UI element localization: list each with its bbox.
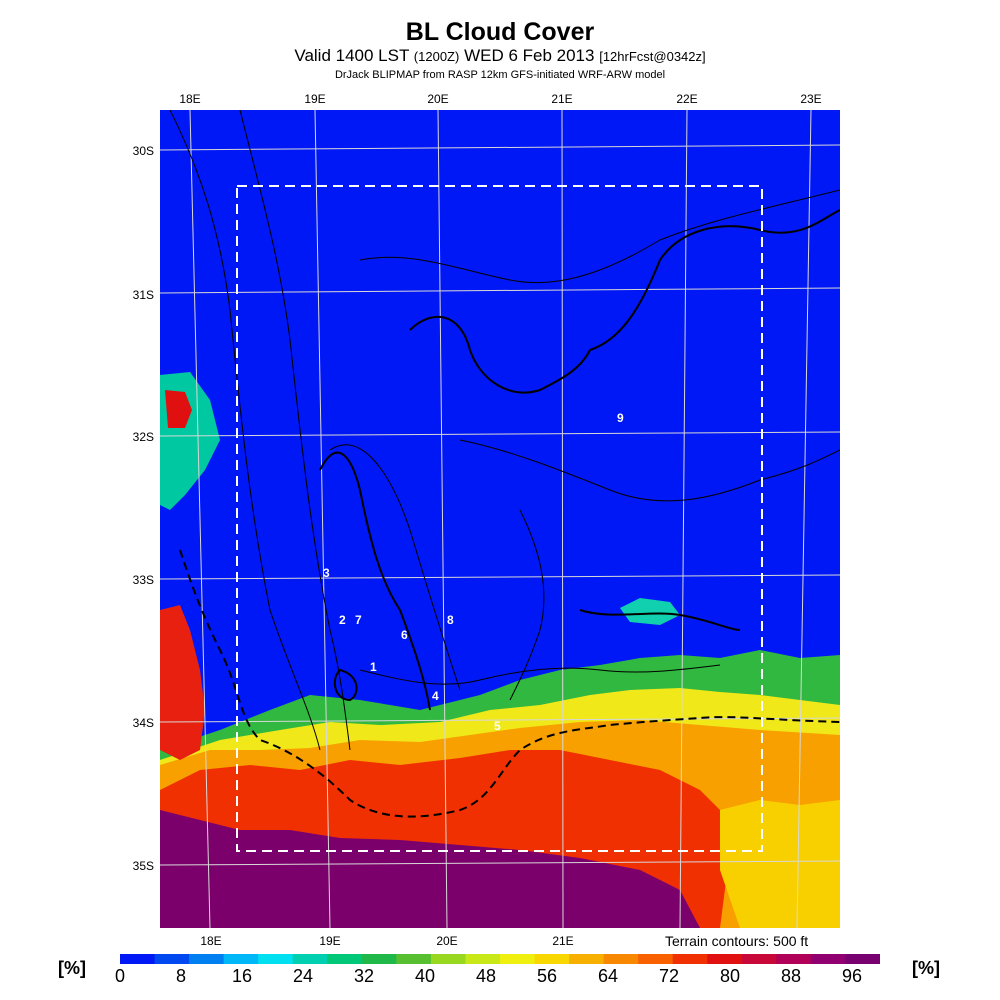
colorbar-segment [430, 954, 466, 964]
colorbar-segment [672, 954, 708, 964]
terrain-contours [169, 110, 840, 751]
cloud-cover-map [160, 110, 840, 928]
colorbar-segment [189, 954, 225, 964]
lon-label-bottom: 19E [319, 934, 341, 948]
lon-label-top: 23E [800, 92, 822, 106]
terrain-contours-note: Terrain contours: 500 ft [665, 933, 809, 949]
contour-label: 3 [323, 566, 330, 580]
lat-label-left: 34S [132, 716, 154, 730]
colorbar-segment [223, 954, 259, 964]
colorbar-segment [500, 954, 536, 964]
lat-label-left: 32S [132, 430, 154, 444]
valid-date: WED 6 Feb 2013 [464, 46, 595, 65]
map-title: BL Cloud Cover [405, 18, 595, 46]
colorbar-segment [810, 954, 846, 964]
colorbar-tick-label: 40 [414, 966, 436, 986]
lat-label-left: 31S [132, 288, 154, 302]
utc-time: (1200Z) [413, 49, 460, 64]
colorbar-unit-right: [%] [912, 958, 940, 978]
contour-label: 5 [494, 719, 501, 733]
cloud-west-coast [160, 605, 205, 760]
lon-label-top: 21E [551, 92, 573, 106]
lon-label-top: 20E [427, 92, 449, 106]
colorbar-tick-label: 88 [780, 966, 802, 986]
lat-label-left: 33S [132, 573, 154, 587]
contour-label: 1 [370, 660, 377, 674]
colorbar-tick-label: 48 [475, 966, 497, 986]
forecast-info: [12hrFcst@0342z] [599, 49, 706, 64]
model-credit: DrJack BLIPMAP from RASP 12km GFS-initia… [334, 69, 666, 81]
valid-time-line: Valid 1400 LST (1200Z) WED 6 Feb 2013 [1… [0, 46, 1000, 66]
colorbar-segment [776, 954, 812, 964]
colorbar-tick-label: 16 [231, 966, 253, 986]
lon-label-bottom: 20E [436, 934, 458, 948]
graticule [160, 110, 840, 928]
colorbar-tick-label: 56 [536, 966, 558, 986]
colorbar-tick-label: 96 [841, 966, 863, 986]
lon-label-top: 19E [304, 92, 326, 106]
colorbar-segment [120, 954, 156, 964]
cloud-band-purple [160, 810, 700, 928]
colorbar-segment [465, 954, 501, 964]
contour-label: 7 [355, 613, 362, 627]
forecast-domain-box [236, 185, 763, 852]
colorbar-tick-label: 0 [114, 966, 125, 986]
colorbar-segment [258, 954, 294, 964]
lon-label-bottom: 18E [200, 934, 222, 948]
colorbar-segment [603, 954, 639, 964]
colorbar-segment [292, 954, 328, 964]
colorbar-segment [154, 954, 190, 964]
colorbar-tick-label: 64 [597, 966, 619, 986]
colorbar-segment [845, 954, 880, 964]
lat-label-left: 35S [132, 859, 154, 873]
colorbar-segment [534, 954, 570, 964]
colorbar-tick-label: 72 [658, 966, 680, 986]
coastline [179, 549, 840, 818]
colorbar-segment [707, 954, 743, 964]
lon-label-top: 22E [676, 92, 698, 106]
colorbar-segment [361, 954, 397, 964]
colorbar-segment [396, 954, 432, 964]
contour-label: 6 [401, 628, 408, 642]
colorbar-segment [327, 954, 363, 964]
lat-label-left: 30S [132, 144, 154, 158]
colorbar-unit-left: [%] [58, 958, 86, 978]
contour-label: 2 [339, 613, 346, 627]
valid-time: Valid 1400 LST [294, 46, 410, 65]
colorbar-tick-label: 24 [292, 966, 314, 986]
colorbar-tick-label: 32 [353, 966, 375, 986]
colorbar-segment [741, 954, 777, 964]
colorbar [120, 954, 880, 964]
colorbar-segment [638, 954, 674, 964]
lon-label-top: 18E [179, 92, 201, 106]
colorbar-tick-label: 8 [175, 966, 186, 986]
cloud-east-patch [620, 598, 680, 625]
lon-label-bottom: 21E [552, 934, 574, 948]
contour-label: 8 [447, 613, 454, 627]
contour-label: 4 [432, 689, 439, 703]
contour-label: 9 [617, 411, 624, 425]
cloud-west-coast-north-core [165, 390, 192, 428]
colorbar-segment [569, 954, 605, 964]
cloud-band-east-yellow [720, 800, 840, 928]
colorbar-tick-label: 80 [719, 966, 741, 986]
